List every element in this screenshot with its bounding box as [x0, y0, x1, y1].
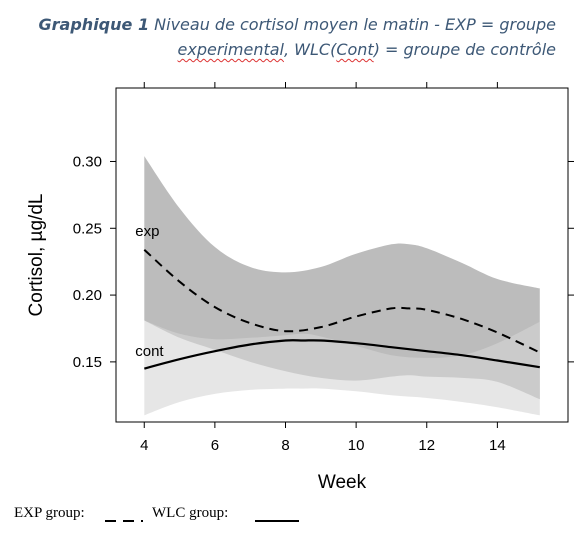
legend-exp-label: EXP group: — [14, 505, 85, 521]
y-tick-label: 0.25 — [73, 220, 102, 237]
x-tick-label: 14 — [489, 437, 506, 454]
y-tick-label: 0.15 — [73, 354, 102, 371]
caption-text-e: ) = groupe de contrôle — [373, 40, 556, 59]
y-tick-label: 0.30 — [73, 153, 102, 170]
caption-lead: Graphique 1 — [38, 15, 150, 34]
legend-wlc-label: WLC group: — [152, 505, 229, 521]
y-axis-title: Cortisol, µg/dL — [26, 194, 47, 317]
x-axis-title: Week — [318, 472, 367, 493]
caption-text-b: experimental — [177, 40, 284, 59]
legend-exp-dash-swatch — [105, 520, 143, 522]
cont-series-line — [144, 339, 540, 370]
plot-frame — [115, 87, 569, 423]
caption-text-d: Cont — [336, 40, 374, 59]
x-tick-label: 4 — [140, 437, 148, 454]
series-label-exp: exp — [135, 223, 159, 240]
x-tick-label: 10 — [348, 437, 365, 454]
figure-caption: Graphique 1 Niveau de cortisol moyen le … — [16, 12, 556, 62]
caption-text-a: Niveau de cortisol moyen le matin - EXP … — [149, 15, 556, 34]
series-label-cont: cont — [135, 343, 164, 360]
y-tick-label: 0.20 — [73, 287, 102, 304]
x-tick-label: 6 — [211, 437, 219, 454]
x-tick-label: 12 — [418, 437, 435, 454]
caption-text-c: , WLC( — [283, 40, 337, 59]
x-tick-label: 8 — [281, 437, 289, 454]
exp-series-line — [143, 248, 541, 354]
cont-confidence-band — [144, 320, 540, 416]
legend-wlc-solid-swatch — [255, 520, 299, 522]
cortisol-line-chart: 4 6 8 10 12 14 0.15 0.20 0.25 0.30 Week Cortisol, µ… — [26, 82, 574, 493]
